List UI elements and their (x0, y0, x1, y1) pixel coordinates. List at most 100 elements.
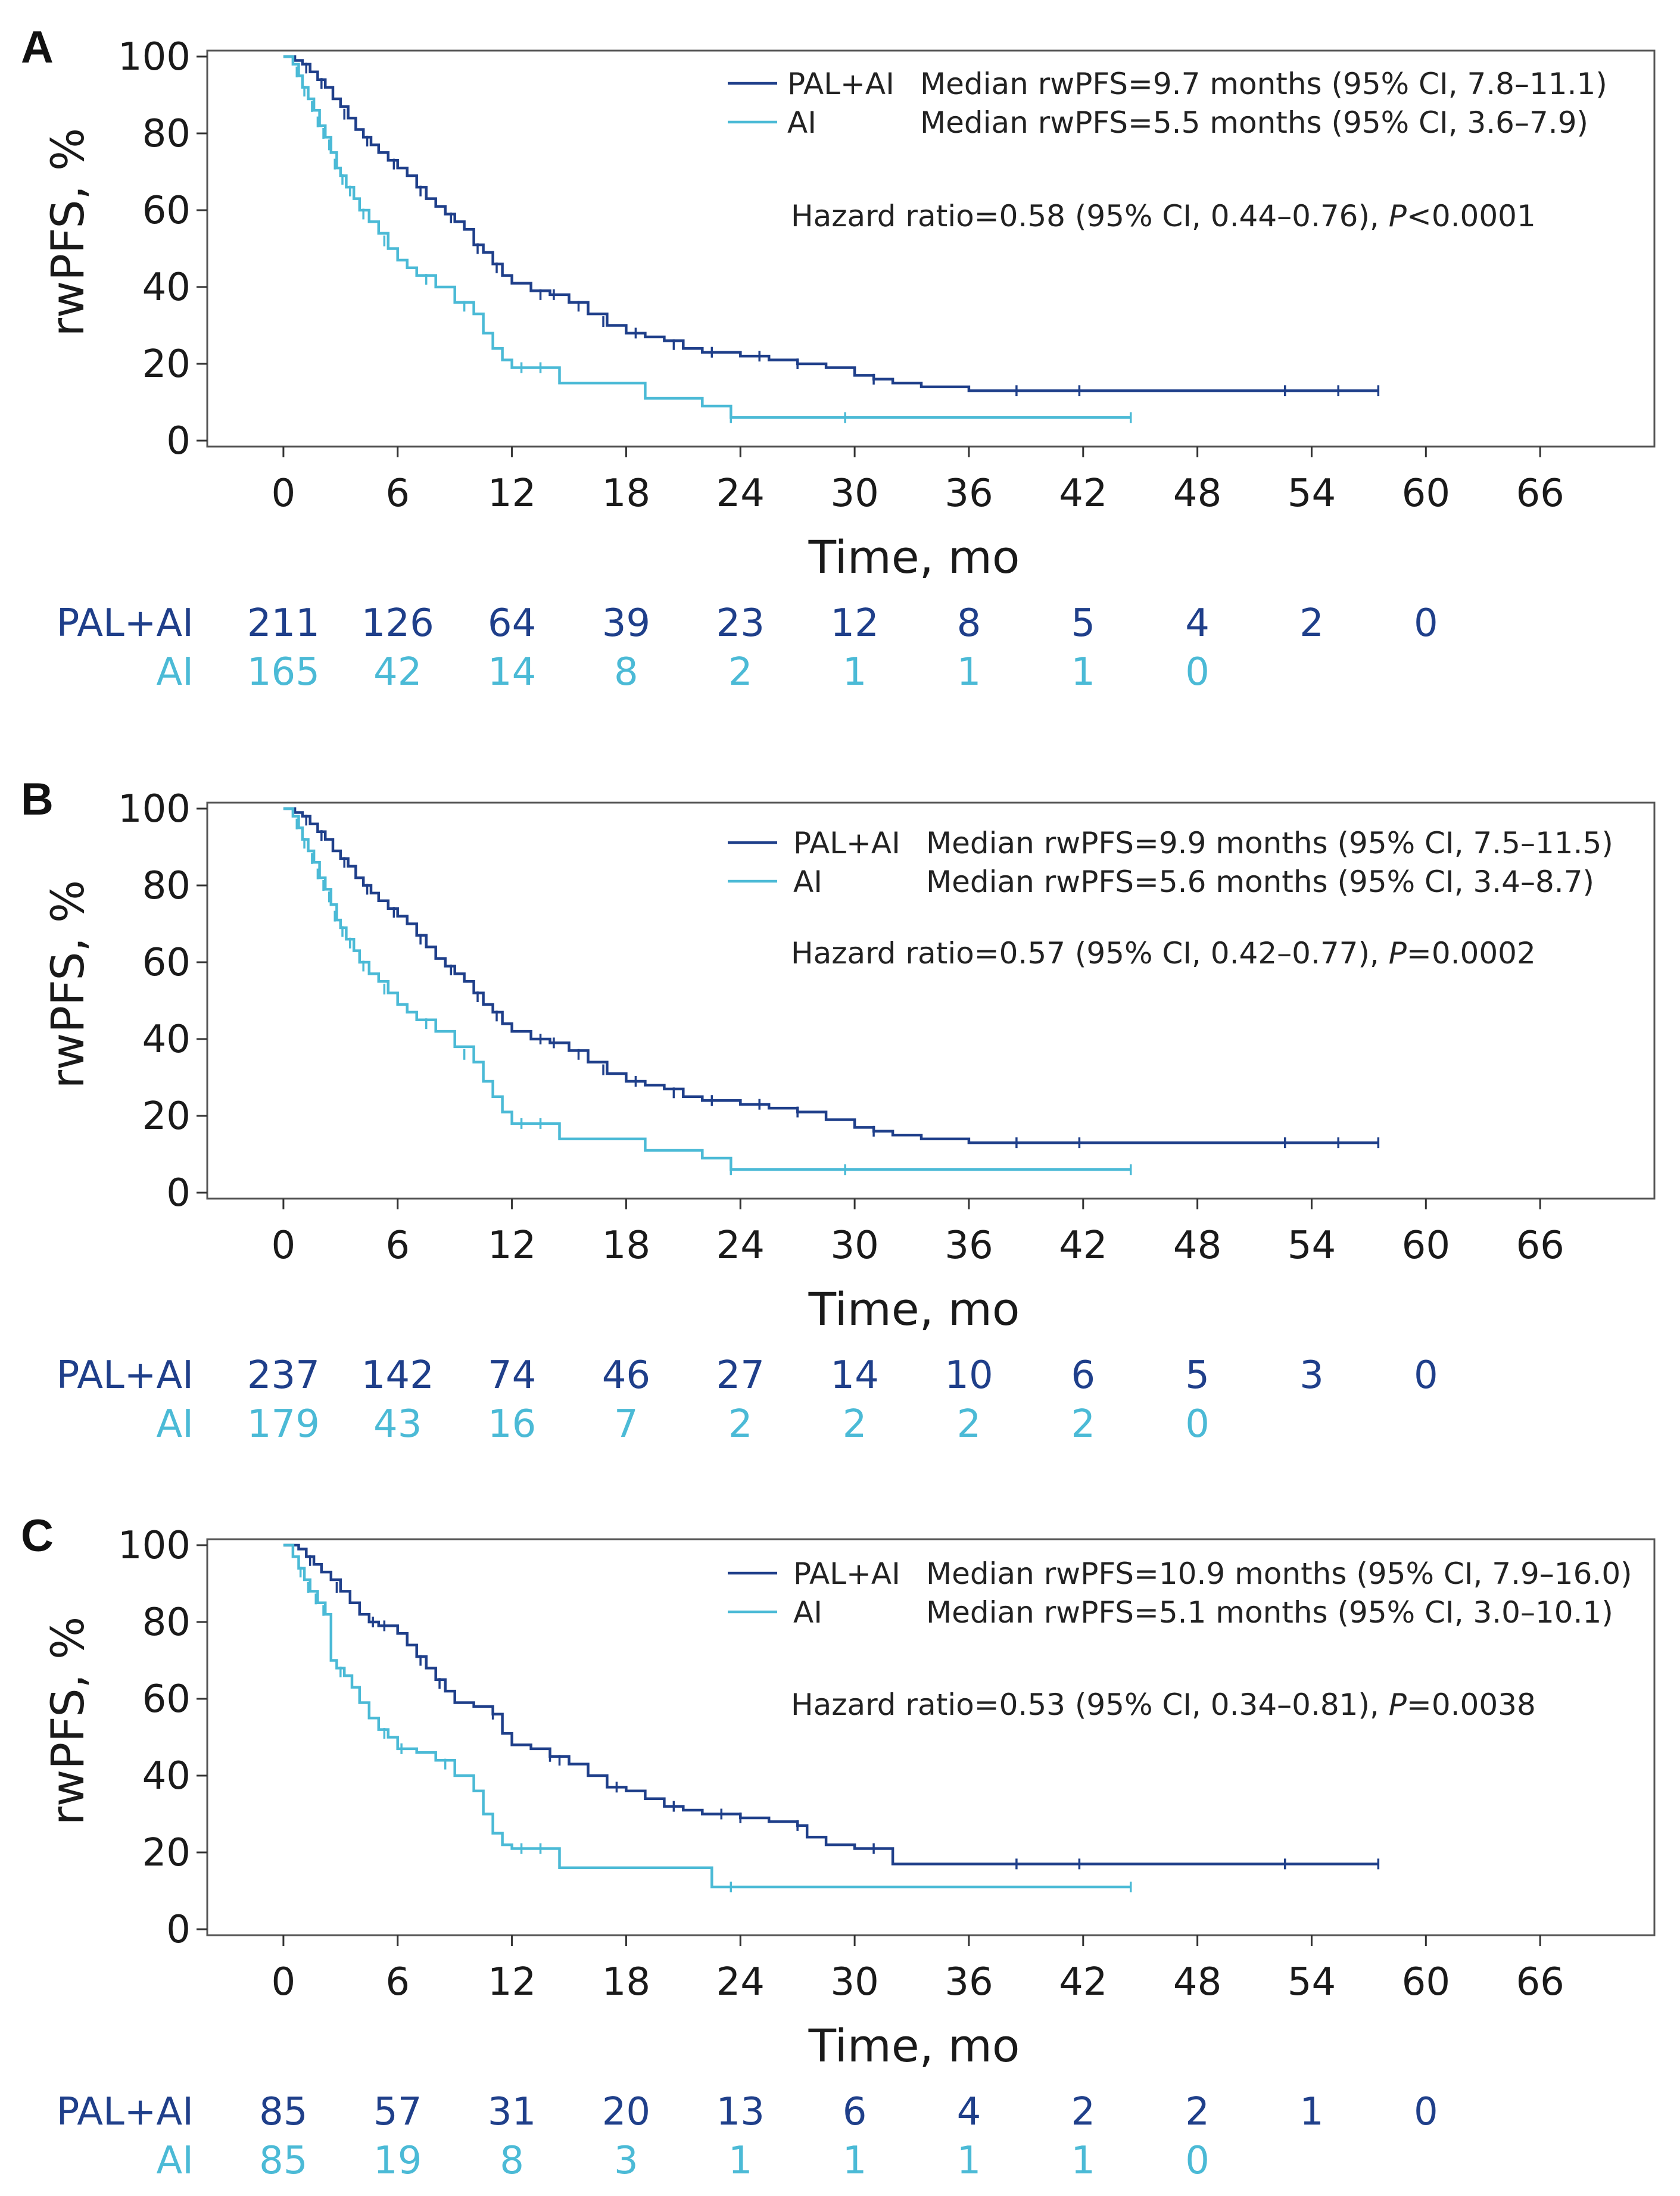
panel-c-legend-median-pal-ai: Median rwPFS=10.9 months (95% CI, 7.9–16… (926, 1556, 1632, 1591)
panel-a-risk-value-ai-6: 42 (373, 650, 422, 694)
panel-c-risk-value-pal-ai-24: 13 (716, 2090, 765, 2134)
panel-a-risk-value-pal-ai-60: 0 (1414, 601, 1438, 645)
panel-c-x-tick-label-36: 36 (945, 1960, 993, 2004)
panel-c-hazard-ratio: Hazard ratio=0.53 (95% CI, 0.34–0.81), P… (791, 1687, 1536, 1722)
panel-b-y-tick-label-100: 100 (118, 787, 191, 831)
panel-b-risk-value-pal-ai-42: 6 (1071, 1353, 1095, 1398)
panel-a-x-tick-label-48: 48 (1173, 472, 1221, 516)
panel-c-x-axis-title: Time, mo (808, 2019, 1020, 2072)
panel-c-risk-value-ai-24: 1 (728, 2139, 753, 2183)
panel-b-hr-p-value: =0.0002 (1407, 936, 1536, 971)
panel-a-risk-value-pal-ai-54: 2 (1299, 601, 1324, 645)
panel-b-legend-label-pal-ai: PAL+AI (793, 826, 900, 860)
panel-b-y-tick-label-40: 40 (142, 1018, 191, 1062)
panel-a-risk-value-pal-ai-0: 211 (247, 601, 320, 645)
panel-a-x-tick-label-66: 66 (1516, 472, 1564, 516)
panel-a-risk-value-pal-ai-48: 4 (1185, 601, 1210, 645)
panel-c-risk-value-ai-42: 1 (1071, 2139, 1095, 2183)
panel-c-hr-p-symbol: P (1389, 1687, 1407, 1722)
panel-a-y-tick-label-0: 0 (166, 419, 191, 463)
panel-a-x-tick-label-30: 30 (830, 472, 878, 516)
panel-c-x-tick-label-66: 66 (1516, 1960, 1564, 2004)
panel-a-label: A (21, 22, 54, 73)
panel-b-risk-label-ai: AI (156, 1402, 194, 1446)
panel-c-risk-value-pal-ai-48: 2 (1185, 2090, 1210, 2134)
panel-c-risk-value-ai-36: 1 (957, 2139, 981, 2183)
panel-b-risk-value-pal-ai-0: 237 (247, 1353, 320, 1398)
panel-c-label: C (21, 1511, 54, 1561)
panel-b-risk-value-ai-6: 43 (373, 1402, 422, 1446)
panel-c-y-tick-label-60: 60 (142, 1677, 191, 1721)
panel-b-legend-median-pal-ai: Median rwPFS=9.9 months (95% CI, 7.5–11.… (926, 826, 1613, 860)
panel-b-x-tick-label-6: 6 (385, 1224, 410, 1268)
panel-b-x-tick-label-30: 30 (830, 1224, 878, 1268)
panel-c-x-ticks: 0 6 12 18 24 30 36 42 48 54 60 66 (272, 1935, 1564, 2004)
panel-a-x-tick-label-54: 54 (1288, 472, 1336, 516)
panel-b-risk-value-pal-ai-48: 5 (1185, 1353, 1210, 1398)
panel-c-risk-value-pal-ai-0: 85 (259, 2090, 307, 2134)
panel-c-risk-value-ai-0: 85 (259, 2139, 307, 2183)
panel-c-risk-value-pal-ai-42: 2 (1071, 2090, 1095, 2134)
panel-b-risk-value-ai-48: 0 (1185, 1402, 1210, 1446)
panel-c-x-tick-label-60: 60 (1402, 1960, 1450, 2004)
panel-a-axes: 0 20 40 60 80 100 0 6 12 18 24 30 36 42 48 54 60 66 (118, 35, 1564, 516)
panel-c-risk-value-pal-ai-54: 1 (1299, 2090, 1324, 2134)
panel-c-axes: 0 20 40 60 80 100 0 6 12 18 24 30 36 42 48 54 60 66 (118, 1524, 1564, 2004)
panel-c-legend-label-pal-ai: PAL+AI (793, 1556, 900, 1591)
panel-c-x-tick-label-12: 12 (488, 1960, 536, 2004)
panel-c-x-tick-label-42: 42 (1059, 1960, 1107, 2004)
panel-a-risk-value-ai-24: 2 (728, 650, 753, 694)
panel-c-risk-value-ai-12: 8 (500, 2139, 524, 2183)
panel-a-x-tick-label-18: 18 (602, 472, 650, 516)
panel-c-risk-value-pal-ai-12: 31 (488, 2090, 536, 2134)
panel-b-x-tick-label-60: 60 (1402, 1224, 1450, 1268)
panel-a-y-tick-label-60: 60 (142, 189, 191, 233)
panel-b-legend-median-ai: Median rwPFS=5.6 months (95% CI, 3.4–8.7… (926, 865, 1594, 899)
panel-c-y-tick-label-20: 20 (142, 1831, 191, 1875)
panel-b-curves (283, 807, 1380, 1175)
panel-b-risk-value-pal-ai-12: 74 (488, 1353, 536, 1398)
panel-b-legend-label-ai: AI (793, 865, 822, 899)
panel-c-risk-table: PAL+AI AI 85 57 31 20 13 6 4 2 2 1 085 19 8 3 1 1 1 1 0 (57, 2090, 1438, 2183)
panel-c-risk-value-pal-ai-18: 20 (602, 2090, 650, 2134)
panel-a-risk-value-pal-ai-24: 23 (716, 601, 765, 645)
panel-a-x-tick-label-24: 24 (716, 472, 765, 516)
panel-a-plot-frame (206, 49, 1656, 448)
panel-a-risk-value-ai-0: 165 (247, 650, 320, 694)
panel-a-y-axis-title: rwPFS, % (41, 128, 94, 336)
panel-b-label: B (21, 774, 54, 825)
panel-b-plot-frame (206, 801, 1656, 1200)
panel-a-legend-label-pal-ai: PAL+AI (787, 67, 894, 101)
panel-b-hazard-ratio: Hazard ratio=0.57 (95% CI, 0.42–0.77), P… (791, 936, 1536, 971)
panel-c-x-tick-label-0: 0 (272, 1960, 296, 2004)
panel-c-y-tick-label-0: 0 (166, 1908, 191, 1952)
panel-c-risk-value-pal-ai-36: 4 (957, 2090, 981, 2134)
panel-a-y-tick-label-40: 40 (142, 266, 191, 310)
panel-c-risk-value-ai-30: 1 (843, 2139, 867, 2183)
panel-a-y-ticks: 0 20 40 60 80 100 (118, 35, 207, 463)
panel-a-hr-main: Hazard ratio=0.58 (95% CI, 0.44–0.76), (791, 199, 1389, 233)
panel-b-risk-value-pal-ai-24: 27 (716, 1353, 765, 1398)
panel-c-y-axis-title: rwPFS, % (41, 1617, 94, 1825)
panel-a-legend-label-ai: AI (787, 105, 816, 140)
panel-c-y-tick-label-100: 100 (118, 1524, 191, 1568)
panel-b-axes: 0 20 40 60 80 100 0 6 12 18 24 30 36 42 48 54 60 66 (118, 787, 1564, 1268)
panel-a-y-tick-label-80: 80 (142, 112, 191, 156)
panel-c-curve-pal-ai (283, 1543, 1379, 1866)
panel-a-legend-median-ai: Median rwPFS=5.5 months (95% CI, 3.6–7.9… (920, 105, 1588, 140)
panel-c-y-tick-label-40: 40 (142, 1754, 191, 1798)
panel-a-risk-value-pal-ai-18: 39 (602, 601, 650, 645)
panel-a-risk-value-pal-ai-30: 12 (830, 601, 878, 645)
panel-a-hazard-ratio: Hazard ratio=0.58 (95% CI, 0.44–0.76), P… (791, 199, 1536, 233)
panel-a-x-ticks: 0 6 12 18 24 30 36 42 48 54 60 66 (272, 447, 1564, 516)
panel-c-y-tick-label-80: 80 (142, 1601, 191, 1645)
panel-a-risk-label-pal-ai: PAL+AI (57, 601, 194, 645)
panel-a-x-tick-label-36: 36 (945, 472, 993, 516)
panel-a-risk-value-pal-ai-36: 8 (957, 601, 981, 645)
panel-c-hr-main: Hazard ratio=0.53 (95% CI, 0.34–0.81), (791, 1687, 1389, 1722)
panel-c-risk-value-ai-48: 0 (1185, 2139, 1210, 2183)
panel-b-hr-main: Hazard ratio=0.57 (95% CI, 0.42–0.77), (791, 936, 1389, 971)
